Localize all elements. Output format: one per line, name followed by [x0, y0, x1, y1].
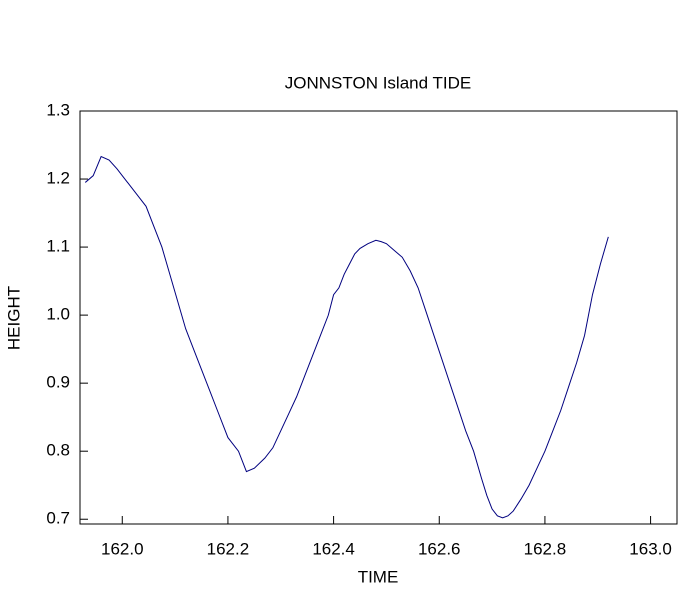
chart-title: JONNSTON Island TIDE [285, 73, 471, 92]
x-tick-label: 162.4 [312, 539, 355, 558]
data-line [84, 155, 609, 519]
y-tick-label: 1.3 [46, 100, 70, 119]
x-tick-label: 162.6 [418, 539, 461, 558]
y-tick-label: 0.9 [46, 373, 70, 392]
x-tick-label: 162.0 [101, 539, 144, 558]
y-tick-label: 0.8 [46, 441, 70, 460]
plot-frame [79, 110, 678, 525]
y-tick-label: 0.7 [46, 509, 70, 528]
x-tick-label: 163.0 [629, 539, 672, 558]
x-tick-label: 162.8 [524, 539, 567, 558]
y-axis-label: HEIGHT [4, 286, 23, 350]
x-tick-label: 162.2 [207, 539, 250, 558]
x-axis-label: TIME [358, 567, 399, 586]
y-tick-label: 1.0 [46, 305, 70, 324]
y-tick-label: 1.1 [46, 237, 70, 256]
y-tick-label: 1.2 [46, 169, 70, 188]
